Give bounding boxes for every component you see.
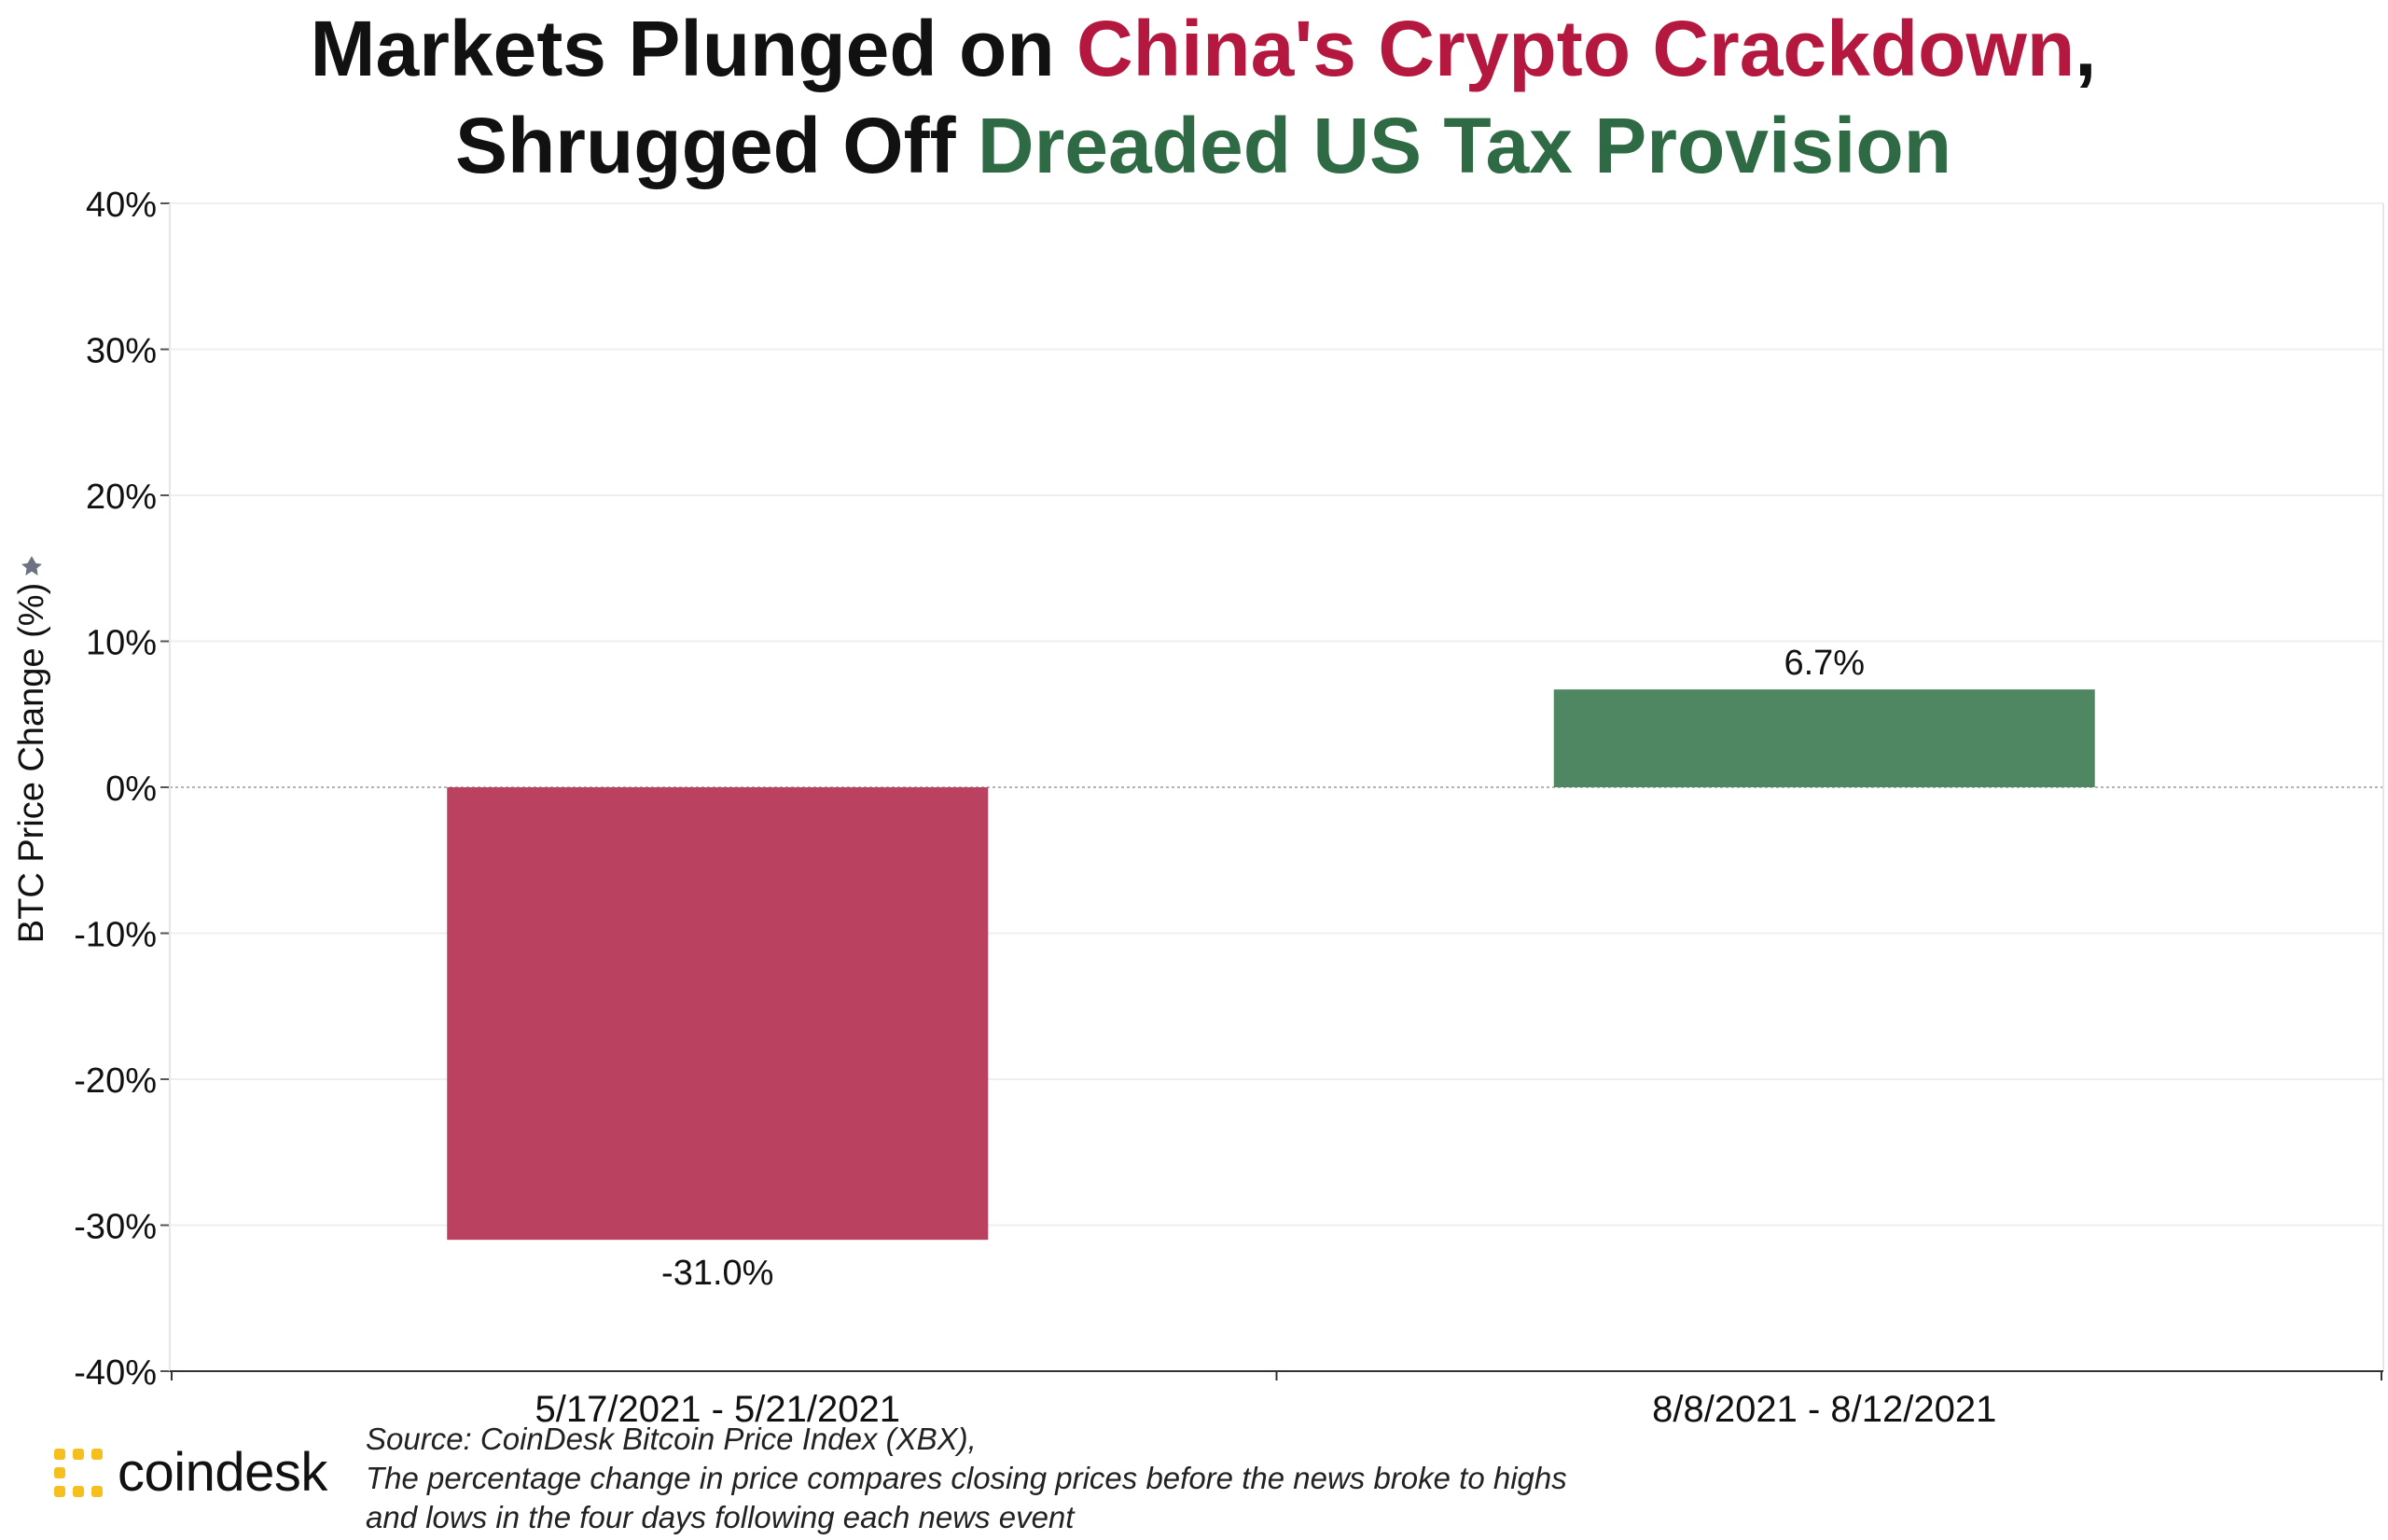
source-line-1: Source: CoinDesk Bitcoin Price Index (XB… <box>366 1422 977 1456</box>
coindesk-logo-text: coindesk <box>118 1442 327 1503</box>
y-tick-label: -40% <box>74 1353 157 1393</box>
coindesk-logo: coindesk <box>52 1441 327 1504</box>
source-note: Source: CoinDesk Bitcoin Price Index (XB… <box>366 1420 1567 1537</box>
pin-icon <box>21 556 42 576</box>
y-tick-label: -30% <box>74 1208 157 1247</box>
y-tick-label: -20% <box>74 1061 157 1101</box>
bar <box>1553 689 2095 787</box>
bar-value-label: -31.0% <box>661 1254 773 1293</box>
y-tick-label: -10% <box>74 916 157 955</box>
x-category-label: 8/8/2021 - 8/12/2021 <box>1652 1389 1996 1430</box>
source-line-3: and lows in the four days following each… <box>366 1500 1075 1534</box>
bar-value-label: 6.7% <box>1784 644 1865 683</box>
chart-title: Markets Plunged on China's Crypto Crackd… <box>0 0 2388 194</box>
bar <box>447 787 989 1241</box>
title-line-1-suffix: , <box>2075 5 2097 92</box>
y-tick-label: 20% <box>86 478 157 517</box>
title-line-2: Shrugged Off Dreaded US Tax Provision <box>0 97 2388 194</box>
y-tick-label: 30% <box>86 332 157 371</box>
title-line-1-prefix: Markets Plunged on <box>310 5 1076 92</box>
x-category-label: 5/17/2021 - 5/21/2021 <box>535 1389 900 1430</box>
y-tick-label: 0% <box>105 770 157 809</box>
coindesk-logo-icon <box>54 1448 103 1497</box>
title-line-1-highlight: China's Crypto Crackdown <box>1076 5 2076 92</box>
y-axis-label: BTC Price Change (%) <box>12 583 51 943</box>
title-line-2-prefix: Shrugged Off <box>454 102 978 189</box>
title-line-2-highlight: Dreaded US Tax Provision <box>977 102 1952 189</box>
y-tick-label: 10% <box>86 624 157 663</box>
title-line-1: Markets Plunged on China's Crypto Crackd… <box>0 0 2388 97</box>
y-tick-label: 40% <box>86 186 157 225</box>
source-line-2: The percentage change in price compares … <box>366 1461 1567 1495</box>
